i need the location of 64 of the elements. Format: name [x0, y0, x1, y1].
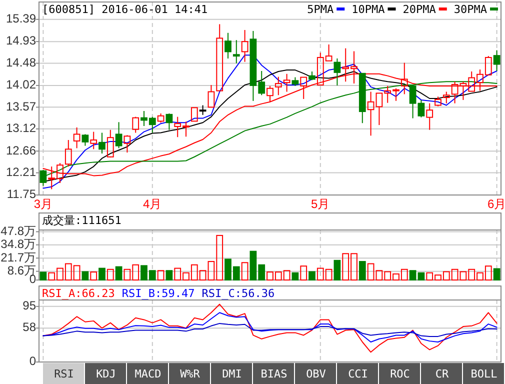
candlestick: [224, 32, 232, 59]
y-tick-label: 34.8万: [0, 237, 36, 252]
bar: [90, 272, 98, 280]
bar: [493, 268, 500, 280]
line-series: [42, 312, 498, 342]
tab: BIAS: [253, 363, 294, 384]
bar: [300, 266, 308, 280]
y-tick-label: 95: [22, 298, 36, 313]
bar: [82, 271, 89, 280]
candlestick: [241, 29, 248, 62]
candlestick: [367, 91, 374, 136]
bar: [241, 262, 248, 280]
legend-label: 5PMA: [307, 3, 334, 16]
y-tick-label: 12.66: [6, 143, 36, 158]
chart-title: 成交量:111651: [42, 214, 122, 227]
tab: CR: [421, 363, 462, 384]
y-tick-label: 21.7万: [0, 250, 36, 264]
bar: [418, 272, 425, 280]
bar: [409, 270, 416, 280]
y-tick-label: 11.75: [6, 187, 36, 202]
bar: [367, 263, 374, 280]
y-tick-label: 13.57: [6, 99, 36, 114]
y-tick-label: 14.48: [6, 55, 36, 70]
y-tick-label: 14.93: [6, 34, 36, 48]
bar: [358, 261, 366, 280]
chart-title: [600851] 2016-06-01 14:41: [42, 3, 208, 16]
tab: DMI: [211, 363, 252, 384]
x-tick-label: 6月: [487, 197, 505, 211]
bar: [166, 270, 173, 280]
x-tick-label: 3月: [34, 197, 53, 211]
tab: MACD: [127, 363, 168, 384]
x-tick-label: 4月: [143, 197, 162, 211]
x-tick-label: 5月: [311, 197, 330, 211]
tab: BOLL: [463, 363, 504, 384]
candlestick: [232, 40, 240, 64]
y-tick-label: 14.02: [6, 78, 36, 92]
y-tick-label: 0: [29, 354, 36, 368]
y-tick-label: 15.39: [6, 12, 36, 26]
tab: KDJ: [85, 363, 126, 384]
legend: RSI_A:66.23 RSI_B:59.47 RSI_C:56.36: [42, 287, 275, 300]
y-tick-label: 12.21: [6, 164, 36, 179]
legend-label: 30PMA: [454, 3, 488, 16]
y-tick-label: 47.8万: [0, 224, 36, 238]
bar: [334, 260, 341, 280]
y-tick-label: 58: [22, 320, 36, 334]
bar: [308, 271, 316, 280]
tab: W%R: [169, 363, 210, 384]
tab: ROC: [379, 363, 420, 384]
bar: [292, 272, 299, 280]
bar: [106, 268, 114, 280]
candlestick: [334, 58, 341, 86]
y-tick-label: 13.12: [6, 121, 36, 136]
tab: RSI: [43, 363, 84, 384]
bar: [98, 268, 106, 280]
line-series: [42, 54, 498, 189]
tab: OBV: [295, 363, 336, 384]
bar: [115, 266, 122, 280]
candlestick: [98, 132, 106, 154]
legend-label: 20PMA: [402, 3, 436, 16]
bar: [40, 272, 47, 280]
bar: [157, 270, 164, 280]
legend-label: 10PMA: [352, 3, 386, 16]
tab: CCI: [337, 363, 378, 384]
line-series: [42, 322, 498, 337]
